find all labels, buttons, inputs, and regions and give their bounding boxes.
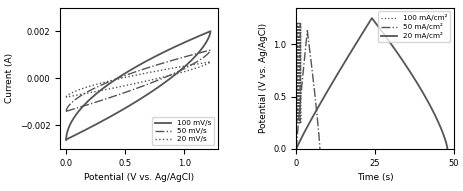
50 mV/s	[114, 77, 120, 80]
100 mV/s	[63, 138, 69, 141]
100 mA/cm²	[295, 72, 301, 74]
50 mV/s	[134, 87, 140, 89]
100 mV/s	[63, 138, 69, 141]
20 mV/s	[159, 76, 164, 79]
50 mA/cm²	[305, 30, 310, 32]
100 mA/cm²	[294, 122, 299, 124]
20 mA/cm²	[343, 59, 349, 62]
100 mA/cm²	[294, 58, 300, 60]
20 mV/s	[181, 70, 187, 73]
Y-axis label: Current (A): Current (A)	[5, 53, 14, 103]
50 mV/s	[63, 110, 69, 112]
Legend: 100 mA/cm², 50 mA/cm², 20 mA/cm²: 100 mA/cm², 50 mA/cm², 20 mA/cm²	[378, 11, 450, 42]
100 mV/s	[194, 36, 200, 38]
50 mV/s	[181, 67, 187, 70]
50 mA/cm²	[300, 77, 306, 79]
20 mA/cm²	[403, 64, 408, 66]
20 mV/s	[63, 96, 69, 98]
100 mV/s	[181, 66, 187, 68]
20 mV/s	[134, 82, 140, 84]
Line: 100 mV/s: 100 mV/s	[66, 31, 211, 140]
50 mA/cm²	[306, 41, 312, 43]
100 mV/s	[138, 63, 143, 66]
50 mA/cm²	[298, 95, 304, 98]
20 mV/s	[114, 78, 120, 80]
100 mA/cm²	[294, 36, 300, 39]
20 mV/s	[63, 96, 69, 98]
100 mV/s	[208, 30, 213, 32]
20 mA/cm²	[294, 148, 299, 150]
X-axis label: Time (s): Time (s)	[357, 173, 394, 182]
20 mV/s	[194, 63, 200, 65]
20 mV/s	[138, 73, 143, 75]
100 mV/s	[114, 77, 120, 79]
Line: 20 mV/s: 20 mV/s	[66, 62, 211, 97]
100 mA/cm²	[298, 29, 304, 32]
50 mV/s	[159, 78, 164, 80]
50 mV/s	[63, 110, 69, 112]
20 mA/cm²	[444, 148, 450, 150]
100 mA/cm²	[298, 122, 304, 124]
100 mA/cm²	[294, 22, 300, 24]
50 mV/s	[208, 49, 213, 51]
50 mA/cm²	[308, 61, 314, 63]
50 mV/s	[138, 69, 143, 71]
20 mA/cm²	[389, 44, 394, 46]
50 mA/cm²	[317, 148, 323, 150]
Line: 20 mA/cm²: 20 mA/cm²	[296, 18, 447, 149]
20 mA/cm²	[404, 65, 409, 67]
Y-axis label: Potential (V vs. Ag/AgCl): Potential (V vs. Ag/AgCl)	[259, 23, 268, 133]
Line: 50 mV/s: 50 mV/s	[66, 50, 211, 111]
50 mA/cm²	[316, 133, 322, 135]
20 mA/cm²	[369, 17, 375, 19]
50 mV/s	[194, 52, 200, 55]
100 mV/s	[159, 84, 164, 86]
Line: 50 mA/cm²: 50 mA/cm²	[296, 31, 320, 149]
Legend: 100 mV/s, 50 mV/s, 20 mV/s: 100 mV/s, 50 mV/s, 20 mV/s	[152, 117, 214, 145]
100 mA/cm²	[297, 58, 302, 60]
50 mA/cm²	[313, 99, 318, 101]
50 mA/cm²	[294, 148, 299, 150]
20 mA/cm²	[312, 112, 317, 115]
20 mV/s	[208, 61, 213, 63]
20 mA/cm²	[354, 42, 359, 44]
Line: 100 mA/cm²: 100 mA/cm²	[296, 23, 301, 123]
100 mV/s	[134, 100, 140, 102]
X-axis label: Potential (V vs. Ag/AgCl): Potential (V vs. Ag/AgCl)	[84, 173, 194, 182]
100 mA/cm²	[294, 51, 299, 53]
